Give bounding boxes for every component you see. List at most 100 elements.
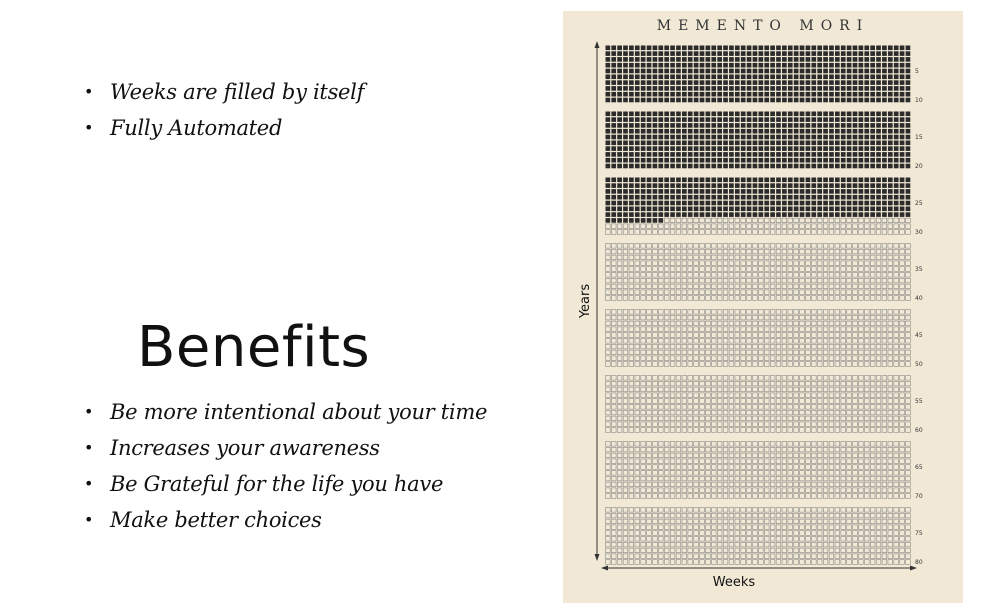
week-cell-empty [793, 332, 799, 338]
week-cell-empty [822, 249, 829, 255]
week-cell-empty [905, 464, 911, 470]
week-cell-empty [887, 547, 893, 553]
week-cell-filled [811, 134, 817, 140]
week-cell-empty [905, 249, 911, 255]
week-cell-empty [875, 320, 882, 326]
week-cell-empty [693, 315, 699, 321]
week-cell-filled [758, 45, 764, 51]
week-cell-empty [875, 493, 882, 499]
week-cell-empty [617, 326, 623, 332]
week-cell-empty [846, 427, 852, 433]
week-cell-empty [693, 542, 699, 548]
week-cell-filled [646, 117, 652, 122]
week-cell-filled [664, 134, 670, 140]
week-cell-empty [817, 542, 823, 548]
week-cell-empty [899, 392, 905, 398]
week-cell-empty [693, 243, 699, 249]
week-cell-filled [899, 74, 905, 80]
week-cell-empty [628, 289, 634, 295]
week-cell-filled [687, 74, 693, 80]
week-cell-empty [681, 249, 687, 255]
week-cell-filled [846, 212, 852, 217]
week-cell-filled [893, 189, 899, 194]
week-cell-empty [858, 272, 864, 278]
week-cell-empty [770, 223, 776, 229]
week-cell-empty [870, 513, 876, 519]
week-cell-empty [693, 260, 699, 266]
week-cell-filled [905, 117, 911, 122]
week-cell-empty [870, 542, 876, 548]
week-cell-filled [699, 194, 705, 200]
week-cell-filled [829, 128, 834, 134]
week-cell-empty [875, 507, 882, 513]
week-cell-empty [746, 536, 752, 542]
week-cell-filled [670, 68, 675, 74]
week-cell-empty [634, 278, 640, 284]
week-cell-empty [822, 493, 829, 499]
week-cell-empty [652, 476, 658, 482]
week-cell-empty [834, 470, 840, 476]
week-cell-filled [776, 117, 781, 122]
week-cell-filled [734, 134, 740, 140]
week-cell-filled [711, 74, 717, 80]
week-cell-empty [793, 404, 799, 410]
week-cell-empty [693, 481, 699, 487]
week-cell-empty [881, 410, 888, 416]
week-cell-filled [893, 206, 899, 212]
week-cell-filled [829, 97, 834, 103]
week-cell-filled [670, 57, 675, 62]
week-cell-empty [705, 278, 711, 284]
week-cell-empty [734, 223, 740, 229]
week-cell-empty [646, 283, 652, 289]
week-cell-filled [652, 200, 658, 206]
week-cell-filled [717, 91, 722, 97]
week-cell-filled [887, 91, 893, 97]
week-cell-empty [734, 547, 740, 553]
week-cell-filled [705, 74, 711, 80]
week-cell-empty [881, 542, 888, 548]
week-cell-filled [740, 140, 746, 146]
week-cell-empty [628, 381, 634, 387]
week-cell-empty [822, 332, 829, 338]
week-cell-empty [728, 481, 735, 487]
week-cell-empty [740, 553, 746, 559]
week-cell-filled [676, 206, 681, 212]
week-cell-empty [770, 283, 776, 289]
week-cell-empty [640, 260, 646, 266]
week-cell-empty [628, 421, 634, 427]
week-cell-filled [693, 57, 699, 62]
week-cell-filled [634, 152, 640, 157]
week-cell-empty [758, 289, 764, 295]
week-cell-filled [764, 111, 770, 117]
week-cell-filled [634, 194, 640, 200]
week-cell-empty [652, 375, 658, 381]
week-cell-filled [787, 183, 793, 188]
week-cell-filled [723, 206, 728, 212]
week-cell-empty [711, 392, 717, 398]
week-cell-empty [734, 355, 740, 361]
week-cell-empty [728, 260, 735, 266]
week-cell-filled [893, 111, 899, 117]
week-cell-empty [805, 320, 811, 326]
week-cell-empty [646, 476, 652, 482]
week-cell-empty [611, 559, 617, 565]
week-cell-empty [687, 243, 693, 249]
week-cell-filled [852, 140, 858, 146]
week-cell-empty [705, 410, 711, 416]
week-cell-filled [799, 134, 805, 140]
week-cell-empty [611, 381, 617, 387]
week-cell-empty [817, 381, 823, 387]
week-cell-empty [611, 547, 617, 553]
week-cell-empty [728, 295, 735, 301]
week-cell-empty [722, 272, 729, 278]
week-cell-empty [652, 315, 658, 321]
week-cell-filled [752, 91, 758, 97]
week-cell-filled [693, 206, 699, 212]
week-cell-empty [881, 464, 888, 470]
week-cell-filled [758, 146, 764, 151]
week-cell-filled [823, 74, 828, 80]
week-cell-empty [669, 375, 676, 381]
week-cell-empty [728, 447, 735, 453]
week-cell-empty [822, 381, 829, 387]
week-cell-filled [899, 45, 905, 51]
